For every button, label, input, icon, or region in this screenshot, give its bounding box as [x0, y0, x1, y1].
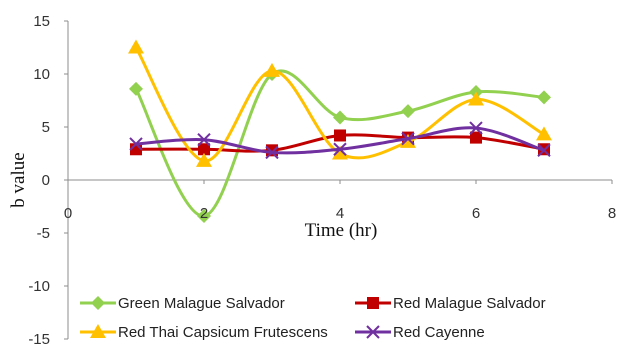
data-point	[129, 81, 143, 96]
x-tick-label: 4	[336, 205, 344, 222]
tick-labels: -15 -10 -5 0 5 10 15 0 2 4 6 8	[28, 13, 616, 348]
x-axis-title: Time (hr)	[305, 220, 378, 241]
legend: Green Malague Salvador Red Malague Salvad…	[80, 295, 546, 341]
axes	[64, 20, 613, 340]
data-point	[266, 144, 278, 157]
data-point	[400, 133, 416, 148]
series-red-thai-capsicum-frutescens	[128, 39, 552, 167]
legend-label: Red Cayenne	[393, 324, 485, 341]
y-axis-title: b value	[8, 152, 29, 207]
series-layer	[128, 39, 552, 224]
data-point	[265, 145, 279, 160]
y-tick-label: -5	[37, 225, 50, 242]
x-tick-label: 2	[200, 205, 208, 222]
y-tick-label: -10	[28, 278, 50, 295]
legend-label: Green Malague Salvador	[118, 295, 285, 312]
legend-swatch-marker	[367, 297, 379, 309]
data-point	[536, 126, 552, 141]
data-point	[537, 90, 551, 105]
data-point	[333, 110, 347, 125]
data-point	[198, 143, 210, 156]
data-point	[196, 152, 212, 167]
legend-item-red-thai-capsicum-frutescens: Red Thai Capsicum Frutescens	[80, 324, 328, 341]
data-point	[468, 91, 484, 106]
data-point	[332, 145, 348, 160]
data-point	[264, 62, 280, 77]
series-green-malague-salvador	[129, 67, 551, 224]
data-point	[128, 39, 144, 54]
legend-item-red-cayenne: Red Cayenne	[355, 324, 485, 341]
y-tick-label: -15	[28, 331, 50, 348]
x-tick-label: 6	[472, 205, 480, 222]
data-point	[333, 142, 347, 156]
data-point	[401, 104, 415, 119]
data-point	[469, 121, 483, 135]
y-tick-label: 5	[42, 119, 50, 136]
data-point	[537, 143, 551, 158]
series-red-cayenne	[129, 121, 551, 160]
legend-label: Red Malague Salvador	[393, 295, 546, 312]
legend-swatch-marker	[90, 324, 106, 338]
series-line	[134, 69, 545, 218]
y-tick-label: 15	[33, 13, 50, 30]
data-point	[197, 209, 211, 224]
legend-swatch-marker	[91, 296, 105, 310]
y-tick-label: 10	[33, 66, 50, 83]
legend-swatch-marker	[366, 325, 380, 339]
legend-label: Red Thai Capsicum Frutescens	[118, 324, 328, 341]
data-point	[470, 131, 482, 144]
x-tick-label: 0	[64, 205, 72, 222]
legend-item-green-malague-salvador: Green Malague Salvador	[80, 295, 285, 312]
data-point	[401, 131, 415, 146]
x-tick-label: 8	[608, 205, 616, 222]
legend-item-red-malague-salvador: Red Malague Salvador	[355, 295, 546, 312]
data-point	[197, 133, 211, 147]
y-tick-label: 0	[42, 172, 50, 189]
data-point	[129, 137, 143, 151]
data-point	[334, 129, 346, 142]
